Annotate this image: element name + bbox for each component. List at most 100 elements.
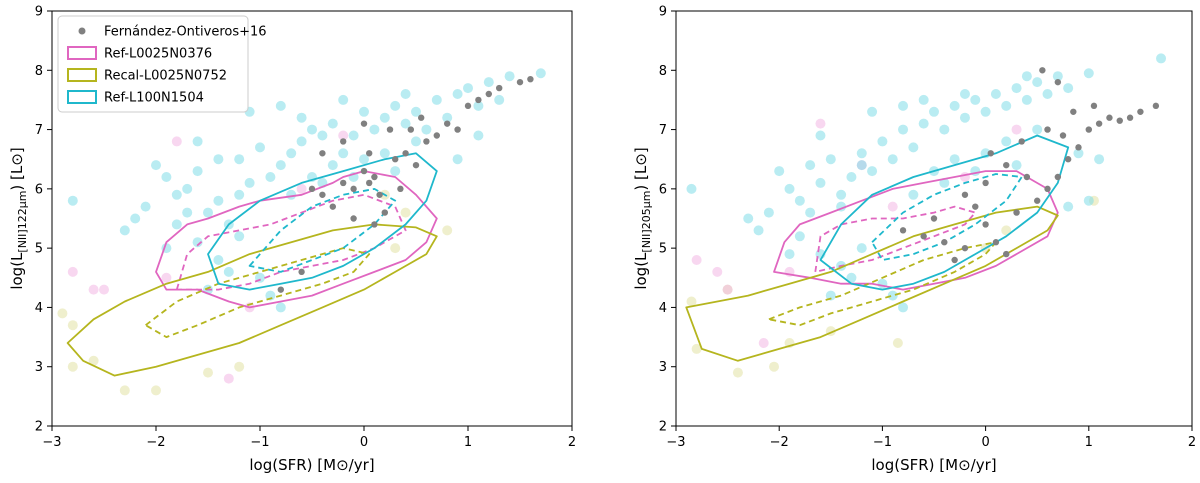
sim-scatter-point: [712, 266, 723, 277]
sim-scatter-point: [182, 207, 193, 218]
sim-scatter-point: [88, 355, 99, 366]
observation-point: [360, 167, 368, 175]
x-tick-label: −1: [250, 435, 269, 450]
sim-scatter-point: [774, 166, 785, 177]
sim-scatter-point: [898, 100, 909, 111]
sim-scatter-point: [213, 195, 224, 206]
sim-scatter-point: [1052, 71, 1063, 82]
sim-scatter-point: [203, 367, 213, 378]
legend-marker-ref100: [67, 90, 97, 104]
sim-scatter-point: [286, 189, 297, 200]
sim-scatter-point: [130, 213, 141, 224]
axes-frame: [51, 10, 573, 427]
sim-scatter-point: [763, 207, 774, 218]
legend-label-ref100: Ref-L100N1504: [104, 91, 204, 106]
sim-scatter-point: [504, 71, 515, 82]
sim-scatter-point: [379, 112, 390, 123]
sim-scatter-point: [327, 118, 338, 129]
observation-point: [527, 75, 534, 83]
x-tick-label: −2: [770, 435, 789, 450]
sim-scatter-point: [88, 284, 99, 295]
observation-point: [277, 286, 284, 293]
sim-scatter-point: [898, 302, 909, 313]
sim-scatter-point: [213, 255, 224, 265]
legend-marker-recal: [67, 68, 97, 82]
sim-scatter-point: [743, 213, 754, 224]
sim-scatter-point: [192, 136, 203, 147]
observation-point: [941, 239, 948, 246]
left-panel: −3 −2 −1 0 1 2 2 3 4 5 6 7 8 9 log(SFR) [M⊙/yr] log(L[N…: [8, 5, 576, 475]
sim-scatter-point: [856, 243, 867, 254]
sim-scatter-point: [887, 154, 898, 165]
sim-scatter-point: [317, 130, 328, 141]
inner-contour-ref25: [814, 205, 977, 273]
y-axis-label: log(L[NII]205μm) [L⊙]: [632, 147, 653, 289]
observation-point: [987, 150, 994, 157]
sim-scatter-point: [1042, 89, 1053, 99]
sim-scatter-point: [359, 154, 369, 165]
sim-scatter-point: [161, 272, 172, 283]
observation-point: [464, 102, 472, 110]
right-panel: −3 −2 −1 0 1 2 2 3 4 5 6 7 8 9 log(SFR) [M⊙/yr] log(L[N…: [632, 5, 1196, 475]
observation-point: [402, 150, 409, 157]
observation-point: [1070, 108, 1077, 115]
y-tick-label: 2: [35, 420, 43, 435]
sim-scatter-point: [400, 89, 411, 99]
inner-contour-ref25: [175, 193, 407, 291]
axes-frame: [675, 10, 1193, 427]
sim-scatter-point: [452, 154, 463, 165]
sim-scatter-point: [151, 385, 161, 396]
sim-scatter-point: [794, 195, 805, 206]
observation-point: [1034, 197, 1041, 204]
sim-scatter-point: [234, 154, 245, 165]
sim-scatter-point: [867, 106, 878, 117]
sim-scatter-point: [452, 89, 463, 99]
sim-scatter-point: [990, 89, 1001, 99]
x-axis-label: log(SFR) [M⊙/yr]: [249, 456, 374, 474]
sim-scatter-point: [192, 237, 203, 248]
x-tick-label: −1: [873, 435, 892, 450]
sim-scatter-point: [939, 124, 950, 135]
sim-scatter-point: [815, 177, 826, 188]
observation-point: [366, 179, 373, 187]
sim-scatter-point: [959, 89, 970, 99]
sim-scatter-point: [1011, 83, 1022, 94]
sim-scatter-point: [119, 385, 130, 396]
sim-scatter-point: [67, 361, 78, 372]
sim-scatter-point: [390, 243, 401, 254]
observation-point: [418, 114, 425, 121]
sim-scatter-point: [892, 338, 903, 348]
sim-scatter-point: [275, 160, 286, 171]
sim-scatter-point: [494, 94, 505, 105]
sim-scatter-point: [463, 83, 473, 94]
sim-scatter-point: [856, 160, 867, 171]
sim-scatter-point: [1011, 124, 1022, 135]
observation-point: [992, 239, 1000, 246]
sim-scatter-point: [286, 148, 297, 159]
observation-point: [485, 90, 492, 98]
sim-scatter-point: [1063, 83, 1074, 94]
sim-scatter-point: [390, 100, 401, 111]
sim-scatter-point: [161, 172, 172, 182]
observation-point: [298, 268, 305, 276]
sim-scatter-point: [275, 302, 286, 313]
sim-scatter-point: [815, 130, 826, 141]
sim-scatter-point: [234, 189, 245, 200]
sim-scatter-point: [255, 142, 265, 153]
sim-scatter-point: [918, 118, 929, 129]
observation-point: [350, 215, 357, 222]
sim-scatter-point: [234, 231, 245, 242]
observation-point: [350, 185, 357, 193]
sim-scatter-point: [307, 124, 317, 135]
sim-scatter-point: [223, 373, 234, 384]
sim-scatter-point: [908, 142, 919, 153]
sim-scatter-point: [686, 296, 697, 307]
observation-point: [340, 138, 347, 145]
x-tick-label: 1: [1085, 435, 1093, 450]
observation-point: [1064, 156, 1072, 163]
outer-contour-recal: [685, 205, 1059, 362]
sim-scatter-point: [171, 136, 182, 147]
outer-contour-ref100: [819, 134, 1070, 291]
observation-point: [319, 191, 326, 198]
outer-contour-ref100: [207, 152, 438, 291]
